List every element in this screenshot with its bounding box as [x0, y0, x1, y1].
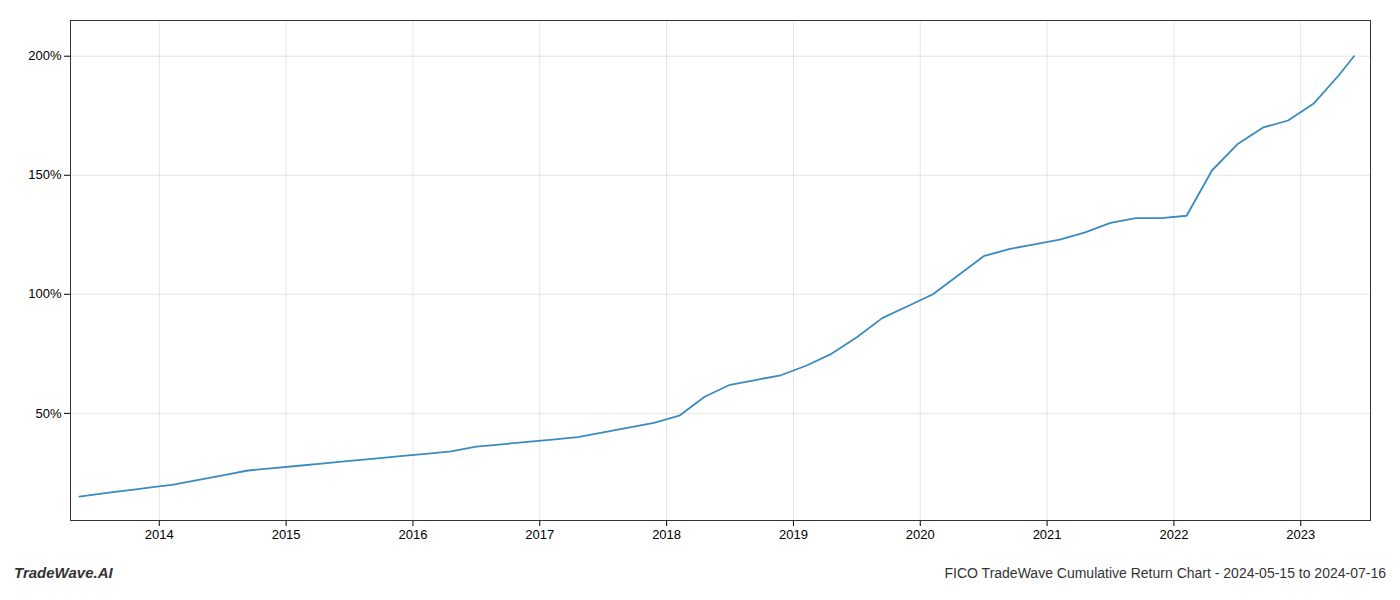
svg-text:2020: 2020 — [906, 527, 935, 542]
html-text:TradeWave.AI: TradeWave.AI — [14, 564, 113, 581]
svg-text:2018: 2018 — [652, 527, 681, 542]
svg-text:2022: 2022 — [1159, 527, 1188, 542]
svg-text:2023: 2023 — [1286, 527, 1315, 542]
svg-text:200%: 200% — [28, 48, 62, 63]
svg-text:2019: 2019 — [779, 527, 808, 542]
svg-text:2014: 2014 — [145, 527, 174, 542]
svg-text:100%: 100% — [28, 286, 62, 301]
svg-text:2015: 2015 — [272, 527, 301, 542]
svg-text:150%: 150% — [28, 167, 62, 182]
svg-text:50%: 50% — [35, 406, 61, 421]
svg-text:2017: 2017 — [525, 527, 554, 542]
svg-text:2016: 2016 — [398, 527, 427, 542]
svg-text:2021: 2021 — [1033, 527, 1062, 542]
html-text:FICO TradeWave Cumulative Retu: FICO TradeWave Cumulative Return Chart -… — [944, 565, 1386, 581]
